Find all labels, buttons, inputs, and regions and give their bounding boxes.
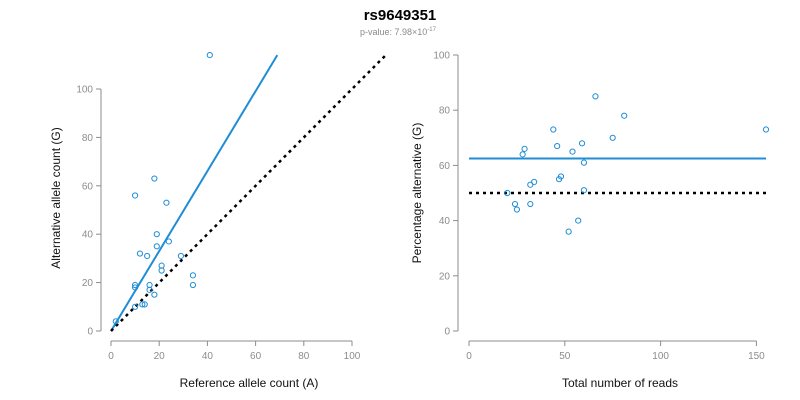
right-data-point bbox=[521, 145, 528, 152]
left-axes: 0 20 40 60 80 100 0 20 40 60 80 100 bbox=[76, 85, 360, 363]
right-data-point bbox=[580, 159, 588, 166]
right-scatter-panel: 0 50 100 150 0 20 40 60 80 100 Total number of re… bbox=[410, 51, 770, 390]
left-x-axis-label: Reference allele count (A) bbox=[180, 376, 319, 390]
left-data-point bbox=[206, 52, 213, 59]
right-lines bbox=[469, 157, 766, 195]
left-data-point bbox=[112, 318, 119, 325]
right-data-point bbox=[565, 228, 572, 235]
left-y-tick-label: 0 bbox=[87, 327, 93, 338]
left-data-point bbox=[163, 199, 170, 206]
left-scatter-panel: 0 20 40 60 80 100 0 20 40 60 80 100 Reference allel… bbox=[49, 52, 387, 390]
right-data-point bbox=[554, 142, 561, 150]
left-data-point bbox=[132, 284, 139, 291]
left-data-point bbox=[153, 231, 160, 238]
right-x-tick-label: 50 bbox=[559, 351, 571, 362]
figure-title: rs9649351 bbox=[364, 7, 437, 24]
left-y-tick-label: 80 bbox=[82, 133, 94, 144]
right-data-point bbox=[592, 93, 599, 100]
left-y-tick-label: 40 bbox=[82, 230, 94, 241]
right-points bbox=[504, 93, 770, 235]
right-data-point bbox=[578, 140, 586, 147]
right-x-tick-label: 100 bbox=[652, 351, 669, 362]
left-data-point bbox=[132, 192, 139, 199]
right-axes: 0 50 100 150 0 20 40 60 80 100 bbox=[433, 51, 765, 363]
right-x-tick-label: 150 bbox=[748, 351, 765, 362]
left-data-point bbox=[189, 272, 197, 279]
left-data-point bbox=[136, 250, 144, 257]
right-data-point bbox=[550, 126, 557, 133]
right-data-point bbox=[621, 112, 628, 119]
left-data-point bbox=[132, 303, 139, 310]
left-y-tick-label: 100 bbox=[76, 85, 93, 96]
right-y-tick-label: 100 bbox=[433, 51, 450, 62]
left-data-point bbox=[151, 291, 158, 298]
left-data-point bbox=[132, 281, 139, 289]
right-y-tick-label: 80 bbox=[439, 106, 451, 117]
left-fit-line bbox=[110, 54, 279, 332]
right-y-tick-label: 0 bbox=[444, 327, 450, 338]
right-data-point bbox=[504, 189, 511, 197]
left-y-tick-label: 20 bbox=[82, 278, 94, 289]
left-data-point bbox=[139, 301, 146, 308]
right-y-tick-label: 20 bbox=[439, 271, 451, 282]
pvalue-label: p-value: 7.98×10-17 bbox=[360, 27, 437, 37]
left-lines bbox=[110, 54, 387, 332]
right-data-point bbox=[555, 176, 563, 183]
left-x-tick-label: 80 bbox=[298, 351, 310, 362]
left-points bbox=[112, 52, 213, 325]
right-data-point bbox=[527, 200, 534, 208]
right-data-point bbox=[762, 126, 770, 133]
left-y-axis-label: Alternative allele count (G) bbox=[49, 127, 63, 268]
left-data-point bbox=[158, 267, 165, 274]
right-y-axis-label: Percentage alternative (G) bbox=[410, 123, 424, 264]
left-data-point bbox=[153, 243, 160, 250]
right-data-point bbox=[609, 134, 616, 141]
left-y-tick-label: 60 bbox=[82, 181, 94, 192]
left-x-tick-label: 20 bbox=[154, 351, 166, 362]
right-data-point bbox=[513, 206, 521, 213]
left-data-point bbox=[189, 281, 197, 289]
right-data-point bbox=[569, 148, 576, 155]
left-reference-line bbox=[110, 54, 387, 332]
left-data-point bbox=[141, 301, 148, 308]
right-x-axis-label: Total number of reads bbox=[562, 376, 678, 390]
pvalue-prefix: p-value: 7.98×10 bbox=[360, 27, 427, 37]
left-x-tick-label: 0 bbox=[108, 351, 114, 362]
left-data-point bbox=[165, 238, 172, 245]
right-x-tick-label: 0 bbox=[466, 351, 472, 362]
right-data-point bbox=[511, 200, 519, 208]
right-y-tick-label: 40 bbox=[439, 216, 451, 227]
pvalue-exponent: -17 bbox=[427, 27, 436, 33]
left-data-point bbox=[146, 286, 153, 293]
left-x-tick-label: 60 bbox=[250, 351, 262, 362]
right-y-tick-label: 60 bbox=[439, 161, 451, 172]
left-data-point bbox=[177, 252, 184, 260]
right-data-point bbox=[580, 187, 588, 194]
right-data-point bbox=[575, 217, 582, 224]
left-x-tick-label: 100 bbox=[344, 351, 361, 362]
right-data-point bbox=[519, 151, 526, 158]
right-data-point bbox=[527, 181, 534, 188]
left-data-point bbox=[144, 252, 151, 260]
left-x-tick-label: 40 bbox=[202, 351, 214, 362]
left-data-point bbox=[151, 175, 158, 182]
